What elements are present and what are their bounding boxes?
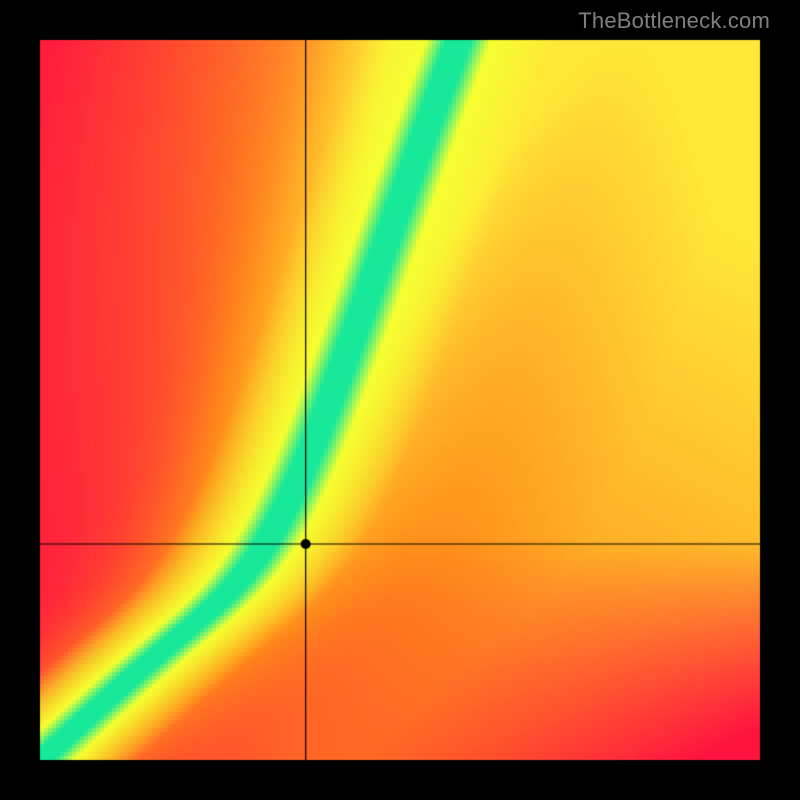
- heatmap-canvas: [0, 0, 800, 800]
- chart-container: TheBottleneck.com: [0, 0, 800, 800]
- watermark-text: TheBottleneck.com: [578, 8, 770, 34]
